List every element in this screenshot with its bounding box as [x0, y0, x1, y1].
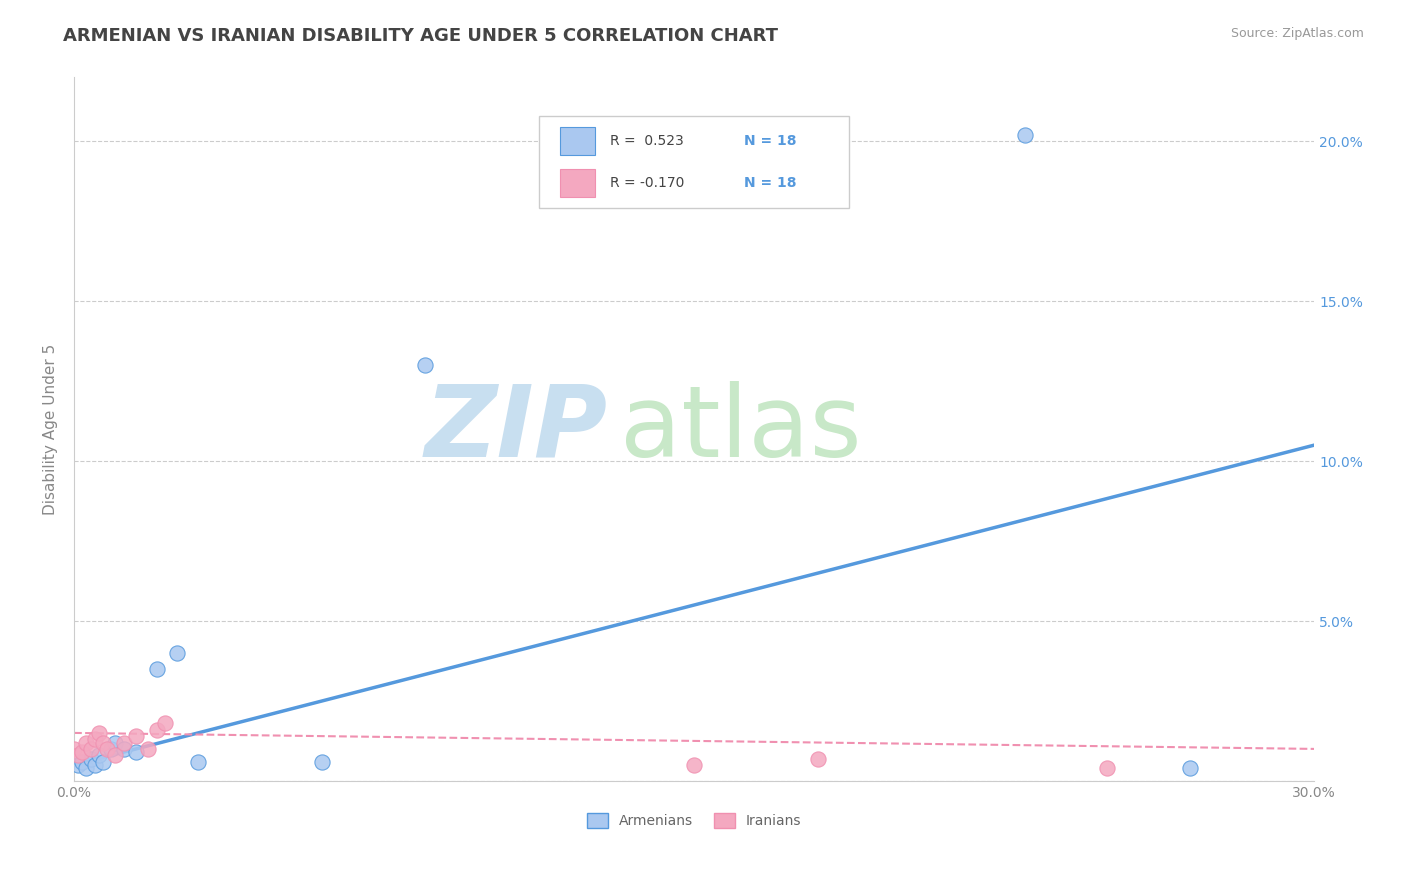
- Point: [112, 742, 135, 756]
- Text: ZIP: ZIP: [425, 381, 607, 477]
- FancyBboxPatch shape: [560, 127, 595, 155]
- FancyBboxPatch shape: [538, 116, 849, 208]
- Point: [79, 751, 101, 765]
- Point: [125, 745, 148, 759]
- Text: ARMENIAN VS IRANIAN DISABILITY AGE UNDER 5 CORRELATION CHART: ARMENIAN VS IRANIAN DISABILITY AGE UNDER…: [63, 27, 779, 45]
- Point: [145, 662, 167, 676]
- Text: R =  0.523: R = 0.523: [610, 134, 683, 148]
- Point: [166, 646, 188, 660]
- Point: [76, 735, 98, 749]
- Point: [72, 755, 94, 769]
- Point: [807, 751, 830, 765]
- Point: [1014, 128, 1036, 142]
- Point: [87, 726, 110, 740]
- Point: [83, 732, 105, 747]
- Point: [76, 761, 98, 775]
- Text: atlas: atlas: [620, 381, 862, 477]
- Point: [1178, 761, 1201, 775]
- Point: [91, 755, 114, 769]
- Point: [415, 358, 437, 372]
- Point: [153, 716, 176, 731]
- Text: N = 18: N = 18: [744, 176, 796, 190]
- Point: [683, 758, 706, 772]
- Point: [83, 758, 105, 772]
- Point: [67, 748, 90, 763]
- Text: R = -0.170: R = -0.170: [610, 176, 685, 190]
- Point: [104, 748, 127, 763]
- Point: [67, 758, 90, 772]
- Point: [63, 742, 86, 756]
- Point: [87, 748, 110, 763]
- Point: [145, 723, 167, 737]
- Point: [72, 745, 94, 759]
- Point: [112, 735, 135, 749]
- Y-axis label: Disability Age Under 5: Disability Age Under 5: [44, 343, 58, 515]
- Point: [138, 742, 160, 756]
- Point: [91, 735, 114, 749]
- Point: [96, 742, 118, 756]
- Point: [311, 755, 333, 769]
- Point: [125, 729, 148, 743]
- Point: [1097, 761, 1119, 775]
- FancyBboxPatch shape: [560, 169, 595, 197]
- Legend: Armenians, Iranians: Armenians, Iranians: [582, 808, 807, 834]
- Text: N = 18: N = 18: [744, 134, 796, 148]
- Point: [104, 735, 127, 749]
- Point: [187, 755, 209, 769]
- Text: Source: ZipAtlas.com: Source: ZipAtlas.com: [1230, 27, 1364, 40]
- Point: [100, 742, 122, 756]
- Point: [79, 742, 101, 756]
